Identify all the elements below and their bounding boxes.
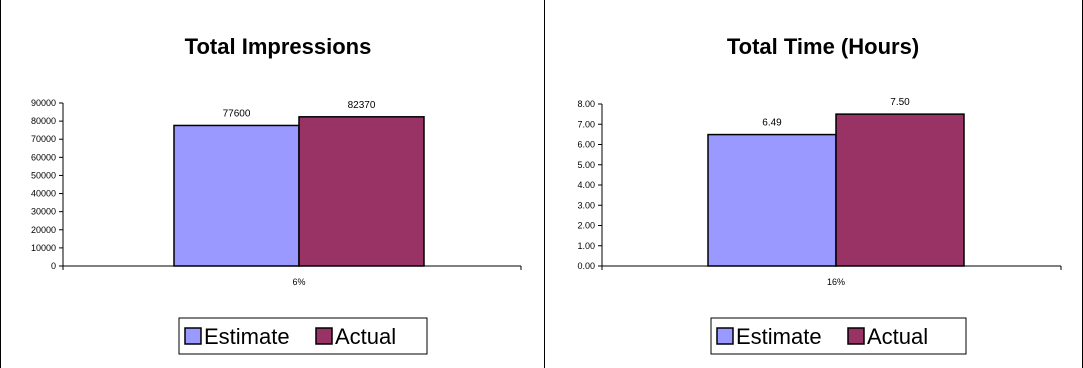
y-tick-label: 4.00	[577, 180, 595, 190]
y-tick-label: 5.00	[577, 160, 595, 170]
bar-estimate	[707, 133, 837, 267]
y-tick-label: 60000	[31, 152, 56, 162]
bar-actual	[298, 116, 425, 267]
y-tick-label: 10000	[31, 243, 56, 253]
legend-swatch-actual	[847, 327, 865, 345]
y-tick-label: 1.00	[577, 241, 595, 251]
y-tick-label: 0	[51, 261, 56, 271]
y-tick-label: 40000	[31, 189, 56, 199]
y-tick-label: 8.00	[577, 99, 595, 109]
legend: Estimate Actual	[710, 317, 967, 355]
legend-label-actual: Actual	[335, 324, 396, 349]
chart-panel-time: Total Time (Hours) 0.00 1.00 2.00 3.00 4.00 5.…	[546, 0, 1083, 368]
legend: Estimate Actual	[178, 317, 428, 355]
y-tick-label: 50000	[31, 170, 56, 180]
chart-impressions: Total Impressions 0 10000 20000 30000 40000 50…	[31, 34, 522, 355]
y-tick-label: 70000	[31, 134, 56, 144]
x-category-label: 6%	[292, 277, 305, 287]
legend-swatch-estimate	[716, 327, 734, 345]
data-label-actual: 7.50	[890, 97, 910, 108]
legend-label-estimate: Estimate	[204, 324, 290, 349]
data-label-estimate: 6.49	[762, 118, 782, 129]
bar-estimate	[173, 124, 300, 267]
data-label-estimate: 77600	[223, 108, 251, 119]
legend-label-estimate: Estimate	[736, 324, 822, 349]
bar-actual	[835, 113, 965, 267]
y-tick-label: 7.00	[577, 119, 595, 129]
legend-label-actual: Actual	[867, 324, 928, 349]
x-category-label: 16%	[827, 277, 845, 287]
y-tick-label: 20000	[31, 225, 56, 235]
y-tick-label: 80000	[31, 116, 56, 126]
chart-title: Total Impressions	[185, 34, 372, 59]
chart-panel-impressions: Total Impressions 0 10000 20000 30000 40000 50…	[0, 0, 545, 368]
y-tick-label: 0.00	[577, 261, 595, 271]
chart-time: Total Time (Hours) 0.00 1.00 2.00 3.00 4.00 5.…	[577, 34, 1062, 355]
y-tick-label: 90000	[31, 98, 56, 108]
legend-box	[710, 317, 967, 355]
legend-swatch-estimate	[184, 327, 202, 345]
legend-swatch-actual	[315, 327, 333, 345]
y-tick-label: 6.00	[577, 140, 595, 150]
y-tick-label: 30000	[31, 207, 56, 217]
chart-title: Total Time (Hours)	[727, 34, 919, 59]
data-label-actual: 82370	[348, 100, 376, 111]
y-tick-label: 3.00	[577, 200, 595, 210]
legend-box	[178, 317, 428, 355]
y-tick-label: 2.00	[577, 221, 595, 231]
